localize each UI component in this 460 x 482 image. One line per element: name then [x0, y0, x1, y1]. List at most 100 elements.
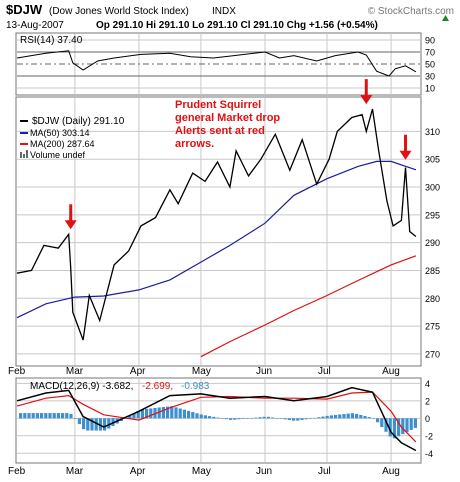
macd-histogram-bar: [233, 418, 237, 420]
macd-histogram-bar: [136, 410, 140, 419]
macd-histogram-bar: [140, 409, 144, 419]
y-tick-label: 290: [425, 238, 440, 248]
exchange-label: INDX: [212, 6, 236, 17]
macd-histogram-bar: [334, 414, 338, 419]
macd-histogram-bar: [166, 406, 170, 419]
macd-histogram-value: -0.983: [181, 381, 210, 392]
macd-histogram-bar: [107, 418, 111, 429]
macd-histogram-bar: [174, 407, 178, 419]
macd-histogram-bar: [304, 418, 308, 420]
macd-histogram-bar: [283, 418, 287, 420]
macd-histogram-bar: [266, 416, 270, 419]
y-tick-label: 90: [425, 36, 435, 46]
red-arrow-icon: [64, 204, 77, 230]
macd-histogram-bar: [237, 418, 241, 420]
price-panel: [15, 96, 422, 367]
macd-histogram-bar: [329, 415, 333, 419]
macd-histogram-bar: [317, 417, 321, 419]
x-month-label: May: [192, 366, 211, 377]
macd-histogram-bar: [27, 413, 31, 419]
macd-histogram-bar: [371, 418, 375, 419]
macd-histogram-bar: [82, 418, 86, 430]
macd-histogram-bar: [31, 413, 35, 419]
macd-histogram-bar: [350, 413, 354, 419]
macd-histogram-bar: [94, 418, 98, 431]
y-tick-label: 70: [425, 48, 435, 58]
macd-histogram-bar: [413, 418, 417, 428]
y-tick-label: 305: [425, 155, 440, 165]
macd-histogram-bar: [405, 418, 409, 433]
macd-histogram-bar: [103, 418, 107, 431]
macd-histogram-bar: [56, 413, 60, 419]
macd-histogram-bar: [355, 413, 359, 419]
brand-watermark: © StockCharts.com: [368, 6, 454, 17]
y-tick-label: 50: [425, 60, 435, 70]
macd-histogram-bar: [77, 418, 81, 425]
macd-histogram-bar: [132, 413, 136, 419]
macd-histogram-bar: [367, 417, 371, 419]
macd-histogram-bar: [23, 413, 27, 419]
macd-histogram-bar: [208, 416, 212, 419]
ma50-legend-label: MA(50) 303.14: [30, 128, 90, 138]
macd-histogram-bar: [325, 415, 329, 419]
macd-legend: MACD(12,26,9) -3.682, -2.699, -0.983: [30, 381, 210, 392]
x-month-label: Jul: [318, 466, 331, 477]
red-arrow-icon: [360, 79, 373, 105]
annotation-text: Prudent Squirrel general Market drop Ale…: [175, 99, 280, 150]
macd-histogram-bar: [229, 418, 233, 420]
annotation-line-4: arrows.: [175, 138, 214, 150]
macd-histogram-bar: [384, 418, 388, 432]
macd-histogram-bar: [182, 409, 186, 419]
macd-histogram-bar: [262, 416, 266, 419]
macd-histogram-bar: [245, 418, 249, 419]
y-tick-label: 275: [425, 322, 440, 332]
red-arrow-icon: [399, 134, 412, 160]
x-month-label: Feb: [8, 466, 26, 477]
macd-histogram-bar: [187, 410, 191, 419]
macd-histogram-bar: [342, 414, 346, 419]
macd-histogram-bar: [308, 418, 312, 419]
macd-histogram-bar: [86, 418, 90, 431]
macd-histogram-bar: [363, 416, 367, 419]
macd-histogram-bar: [98, 418, 102, 431]
price-legend-label: $DJW (Daily) 291.10: [32, 116, 125, 127]
macd-histogram-bar: [191, 412, 195, 419]
x-month-label: Apr: [130, 366, 146, 377]
volume-legend-label: Volume undef: [30, 150, 86, 160]
x-month-label: Jun: [256, 466, 272, 477]
annotation-line-1: Prudent Squirrel: [175, 99, 261, 111]
y-tick-label: 280: [425, 294, 440, 304]
macd-histogram-bar: [145, 408, 149, 419]
y-tick-label: 0: [425, 414, 430, 424]
macd-histogram-bar: [212, 416, 216, 419]
macd-histogram-bar: [19, 413, 23, 419]
x-month-label: Aug: [382, 366, 400, 377]
macd-histogram-bar: [313, 417, 317, 419]
macd-line: [16, 386, 417, 452]
macd-histogram-bar: [409, 418, 413, 430]
macd-histogram-bar: [250, 418, 254, 419]
x-month-label: Mar: [66, 366, 84, 377]
rsi-label: RSI(14) 37.40: [20, 35, 83, 46]
macd-histogram-bar: [65, 413, 69, 419]
macd-histogram-bar: [161, 407, 165, 419]
annotation-line-3: Alerts sent at red: [175, 125, 265, 137]
y-tick-label: 285: [425, 266, 440, 276]
macd-histogram-bar: [380, 418, 384, 428]
quote-summary: Op 291.10 Hi 291.10 Lo 291.10 Cl 291.10 …: [96, 20, 378, 31]
y-tick-label: 270: [425, 349, 440, 359]
macd-histogram-bar: [170, 406, 174, 419]
macd-histogram-bar: [90, 418, 94, 431]
macd-histogram-bar: [40, 413, 44, 419]
ma200-line: [200, 255, 417, 358]
macd-histogram-bar: [359, 414, 363, 419]
quote-date: 13-Aug-2007: [6, 20, 64, 31]
x-month-label: Jul: [318, 366, 331, 377]
x-month-label: Feb: [8, 366, 26, 377]
macd-histogram-bar: [346, 413, 350, 419]
macd-histogram-bar: [241, 418, 245, 419]
price-legend: $DJW (Daily) 291.10 MA(50) 303.14 MA(200…: [20, 116, 125, 160]
y-tick-label: 30: [425, 72, 435, 82]
macd-signal-value: -2.699,: [142, 381, 173, 392]
